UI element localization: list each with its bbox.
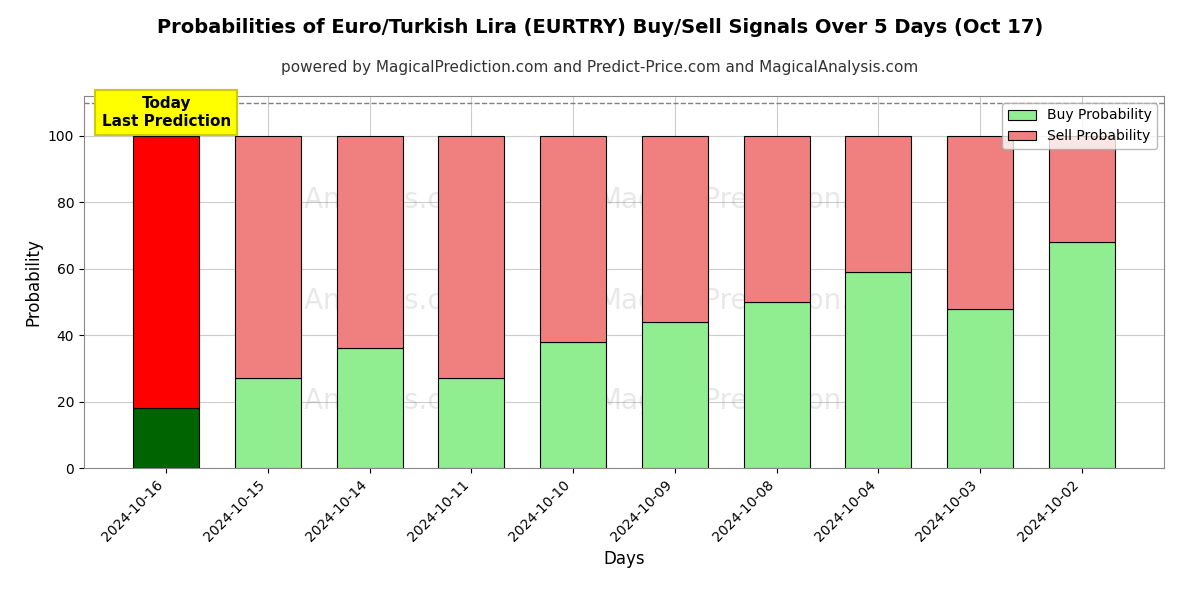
Bar [438,136,504,379]
Bar [235,379,301,468]
Bar [947,308,1013,468]
Bar [336,136,403,349]
Bar [133,408,199,468]
Bar [540,136,606,342]
Bar [947,136,1013,308]
Text: powered by MagicalPrediction.com and Predict-Price.com and MagicalAnalysis.com: powered by MagicalPrediction.com and Pre… [281,60,919,75]
Bar [845,136,912,272]
Bar [744,302,810,468]
Text: calAnalysis.com: calAnalysis.com [264,186,487,214]
X-axis label: Days: Days [604,550,644,568]
Bar [642,136,708,322]
Bar [336,349,403,468]
Bar [438,379,504,468]
Bar [1049,242,1115,468]
Text: calAnalysis.com: calAnalysis.com [264,287,487,314]
Bar [540,342,606,468]
Text: MagicalPrediction.com: MagicalPrediction.com [598,387,910,415]
Text: MagicalPrediction.com: MagicalPrediction.com [598,186,910,214]
Bar [1049,136,1115,242]
Bar [845,272,912,468]
Text: MagicalPrediction.com: MagicalPrediction.com [598,287,910,314]
Bar [133,136,199,408]
Bar [235,136,301,379]
Bar [744,136,810,302]
Y-axis label: Probability: Probability [24,238,42,326]
Legend: Buy Probability, Sell Probability: Buy Probability, Sell Probability [1002,103,1157,149]
Bar [642,322,708,468]
Text: Probabilities of Euro/Turkish Lira (EURTRY) Buy/Sell Signals Over 5 Days (Oct 17: Probabilities of Euro/Turkish Lira (EURT… [157,18,1043,37]
Text: Today
Last Prediction: Today Last Prediction [102,97,230,129]
Text: calAnalysis.com: calAnalysis.com [264,387,487,415]
